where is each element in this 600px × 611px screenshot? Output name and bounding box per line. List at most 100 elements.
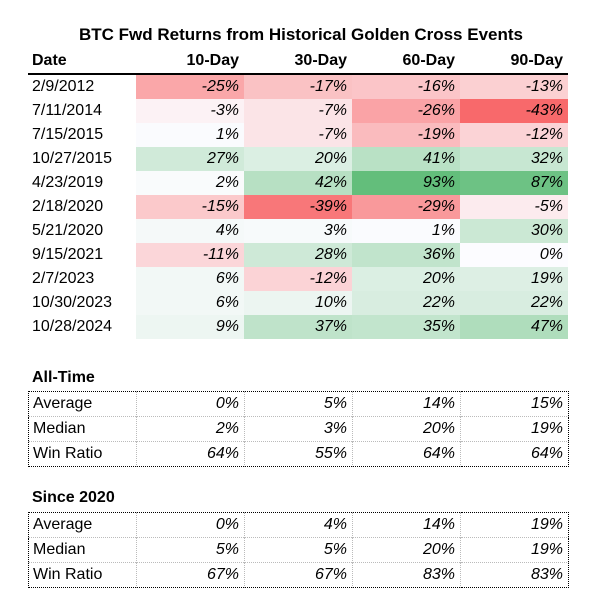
return-cell-60-day: 1%	[352, 219, 460, 243]
return-cell-30-day: 20%	[244, 147, 352, 171]
return-cell-90-day: 19%	[460, 267, 568, 291]
summary-row: Win Ratio 67% 67% 83% 83%	[28, 562, 569, 588]
summary-value: 20%	[352, 416, 461, 442]
date-cell: 2/18/2020	[32, 198, 104, 215]
return-cell-60-day: 20%	[352, 267, 460, 291]
summary-label: Average	[28, 391, 137, 417]
summary-value: 83%	[530, 566, 563, 583]
date-cell: 5/21/2020	[32, 222, 104, 239]
return-cell-90-day: -5%	[460, 195, 568, 219]
summary-value: 2%	[136, 416, 245, 442]
return-cell-30-day: -7%	[244, 123, 352, 147]
table-row: 7/11/2014 -3% -7% -26% -43%	[28, 99, 568, 123]
summary-value: 55%	[244, 441, 353, 467]
summary-value: 83%	[352, 562, 461, 588]
summary-value: 19%	[530, 541, 563, 558]
header-90-day: 90-Day	[510, 52, 563, 69]
returns-table: Date 10-Day 30-Day 60-Day 90-Day 2/9/201…	[28, 49, 568, 339]
summary-value: 19%	[530, 516, 563, 533]
summary-value: 67%	[136, 562, 245, 588]
summary-value: 67%	[244, 562, 353, 588]
return-cell-10-day: 6%	[136, 267, 244, 291]
header-10-day: 10-Day	[186, 52, 239, 69]
return-cell-30-day: -12%	[244, 267, 352, 291]
return-cell-90-day: 32%	[460, 147, 568, 171]
summary-row: Average 0% 5% 14% 15%	[28, 391, 569, 417]
return-cell-60-day: -19%	[352, 123, 460, 147]
return-cell-90-day: 87%	[460, 171, 568, 195]
return-cell-30-day: 3%	[244, 219, 352, 243]
table-row: 2/7/2023 6% -12% 20% 19%	[28, 267, 568, 291]
table-row: 10/30/2023 6% 10% 22% 22%	[28, 291, 568, 315]
return-cell-10-day: -11%	[136, 243, 244, 267]
return-cell-10-day: -15%	[136, 195, 244, 219]
return-cell-90-day: 0%	[460, 243, 568, 267]
return-cell-60-day: 22%	[352, 291, 460, 315]
summary-value: 64%	[352, 441, 461, 467]
summary-row: Win Ratio 64% 55% 64% 64%	[28, 441, 569, 467]
return-cell-90-day: -43%	[460, 99, 568, 123]
return-cell-10-day: 2%	[136, 171, 244, 195]
return-cell-10-day: 27%	[136, 147, 244, 171]
table-row: 9/15/2021 -11% 28% 36% 0%	[28, 243, 568, 267]
date-cell: 7/11/2014	[32, 102, 102, 119]
return-cell-60-day: 41%	[352, 147, 460, 171]
return-cell-10-day: -3%	[136, 99, 244, 123]
date-cell: 10/28/2024	[32, 318, 113, 335]
table-row: 4/23/2019 2% 42% 93% 87%	[28, 171, 568, 195]
summary-value: 0%	[136, 391, 245, 417]
table-row: 10/28/2024 9% 37% 35% 47%	[28, 315, 568, 339]
summary-row: Average 0% 4% 14% 19%	[28, 512, 569, 538]
since-2020-title: Since 2020	[32, 489, 115, 506]
date-cell: 10/30/2023	[32, 294, 113, 311]
table-row: 2/9/2012 -25% -17% -16% -13%	[28, 74, 568, 99]
return-cell-90-day: 47%	[460, 315, 568, 339]
return-cell-10-day: 6%	[136, 291, 244, 315]
date-cell: 2/7/2023	[32, 270, 95, 287]
return-cell-60-day: 36%	[352, 243, 460, 267]
summary-label: Median	[28, 537, 137, 563]
summary-label: Win Ratio	[28, 441, 137, 467]
return-cell-30-day: -17%	[244, 74, 352, 99]
table-row: 10/27/2015 27% 20% 41% 32%	[28, 147, 568, 171]
summary-row: Median 5% 5% 20% 19%	[28, 537, 569, 563]
table-row: 2/18/2020 -15% -39% -29% -5%	[28, 195, 568, 219]
summary-value: 64%	[136, 441, 245, 467]
summary-label: Win Ratio	[28, 562, 137, 588]
date-cell: 10/27/2015	[32, 150, 113, 167]
header-30-day: 30-Day	[294, 52, 347, 69]
summary-value: 4%	[244, 512, 353, 538]
return-cell-10-day: 1%	[136, 123, 244, 147]
summary-value: 0%	[136, 512, 245, 538]
header-60-day: 60-Day	[402, 52, 455, 69]
summary-value: 14%	[352, 512, 461, 538]
summary-value: 5%	[244, 537, 353, 563]
summary-label: Average	[28, 512, 137, 538]
summary-value: 15%	[530, 395, 563, 412]
summary-row: Median 2% 3% 20% 19%	[28, 416, 569, 442]
since-2020-table: Average 0% 4% 14% 19% Median 5% 5% 20% 19% Win Rat…	[28, 512, 569, 588]
header-date: Date	[32, 52, 67, 69]
table-row: 7/15/2015 1% -7% -19% -12%	[28, 123, 568, 147]
summary-value: 5%	[136, 537, 245, 563]
return-cell-90-day: 22%	[460, 291, 568, 315]
return-cell-90-day: -13%	[460, 74, 568, 99]
return-cell-10-day: 4%	[136, 219, 244, 243]
all-time-title: All-Time	[32, 369, 95, 386]
summary-value: 20%	[352, 537, 461, 563]
return-cell-30-day: 10%	[244, 291, 352, 315]
date-cell: 9/15/2021	[32, 246, 104, 263]
header-row: Date 10-Day 30-Day 60-Day 90-Day	[28, 49, 568, 74]
return-cell-30-day: -7%	[244, 99, 352, 123]
return-cell-60-day: -16%	[352, 74, 460, 99]
summary-value: 3%	[244, 416, 353, 442]
return-cell-60-day: -26%	[352, 99, 460, 123]
summary-value: 14%	[352, 391, 461, 417]
return-cell-30-day: 42%	[244, 171, 352, 195]
summary-value: 64%	[530, 445, 563, 462]
return-cell-30-day: -39%	[244, 195, 352, 219]
table-row: 5/21/2020 4% 3% 1% 30%	[28, 219, 568, 243]
date-cell: 4/23/2019	[32, 174, 104, 191]
table-title: BTC Fwd Returns from Historical Golden C…	[79, 25, 523, 44]
return-cell-10-day: 9%	[136, 315, 244, 339]
